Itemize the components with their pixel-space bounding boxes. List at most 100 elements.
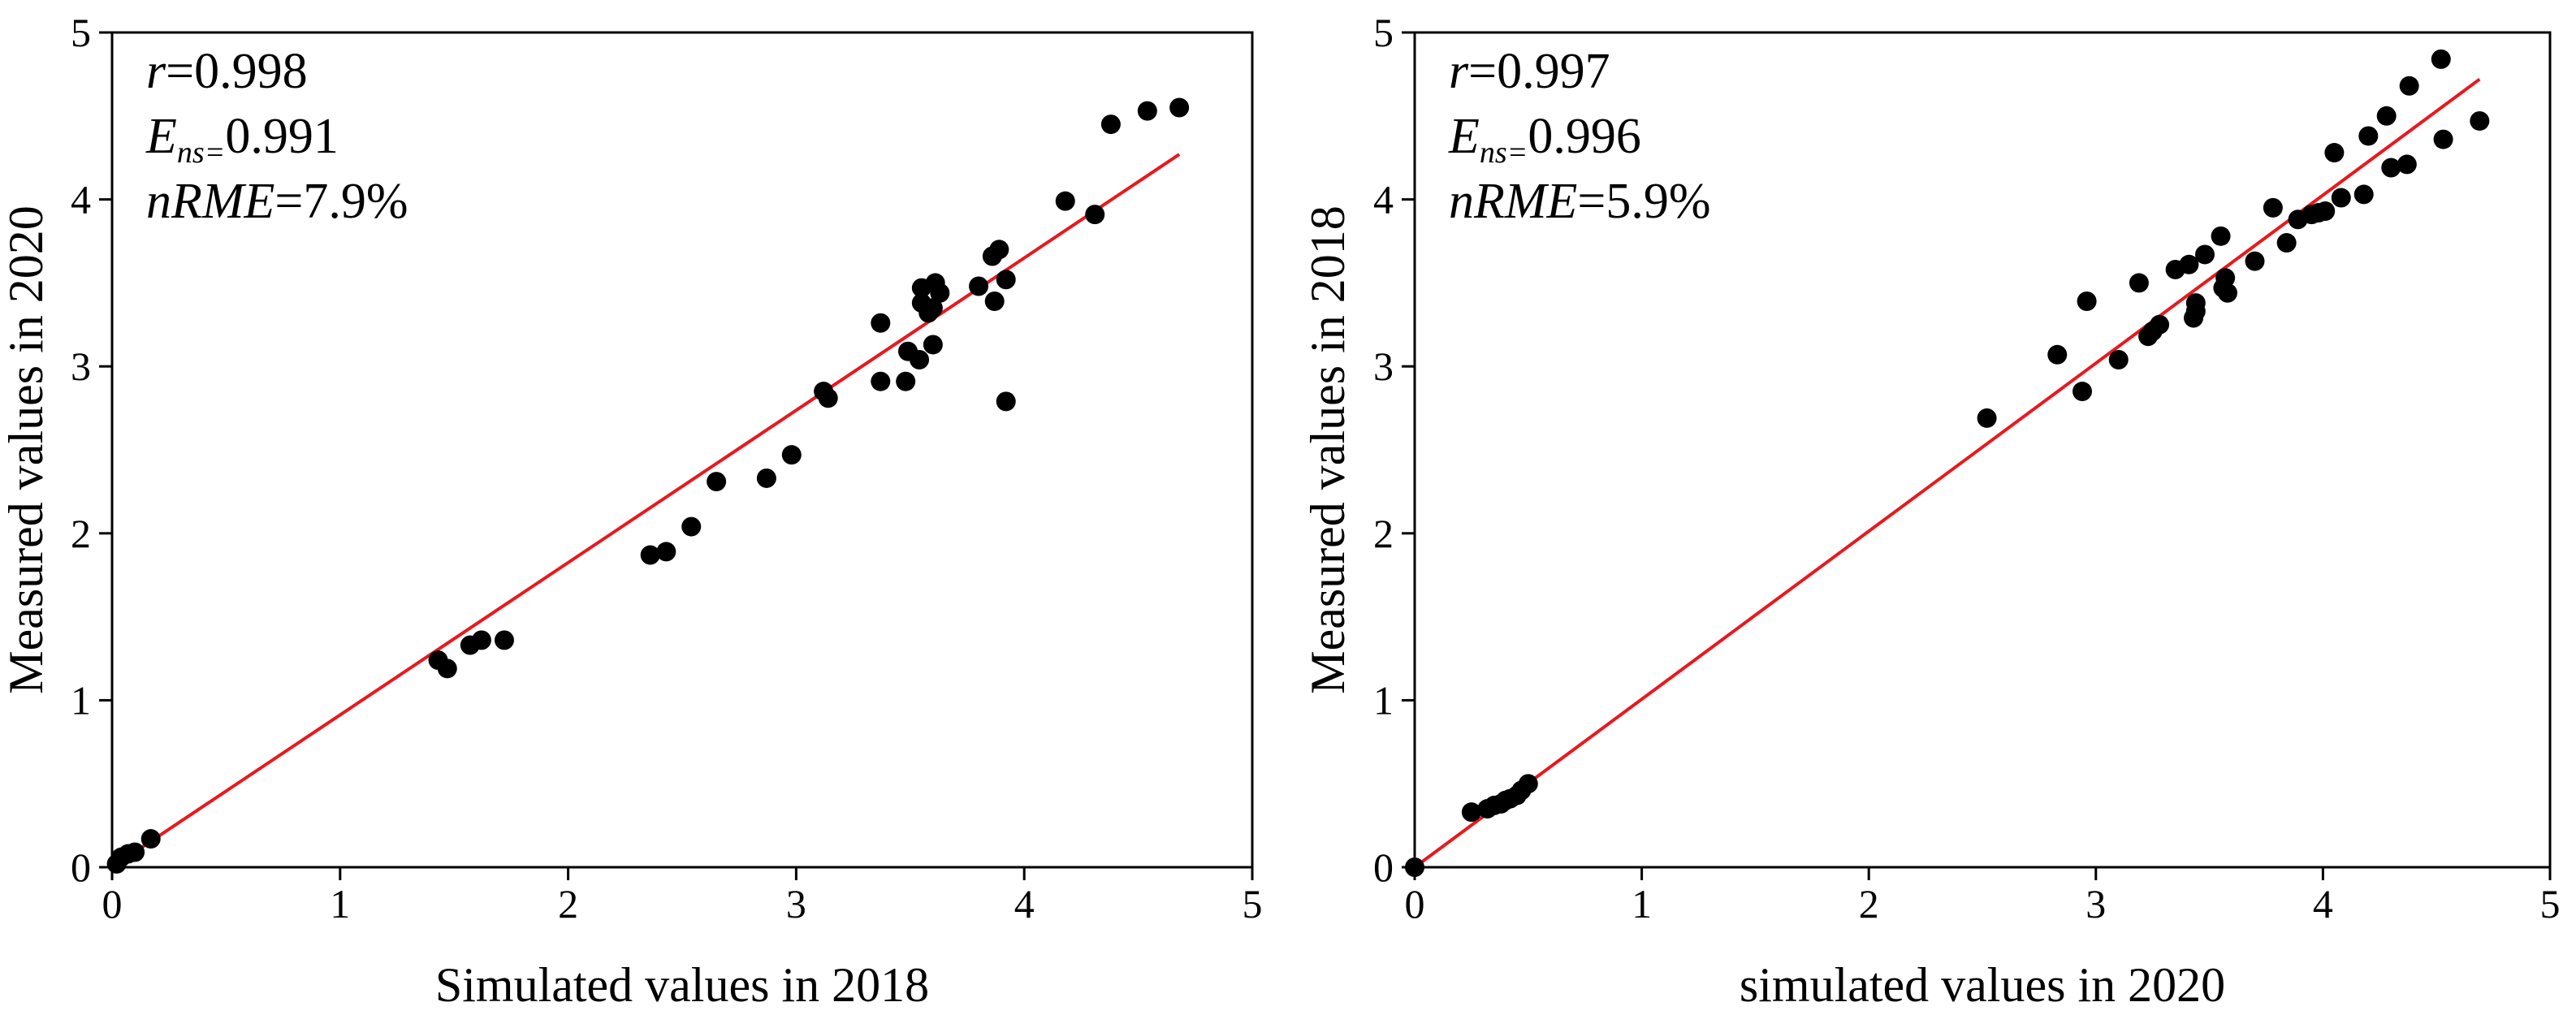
data-point [2433, 129, 2453, 149]
y-tick-label: 0 [1373, 844, 1394, 890]
data-point [989, 240, 1009, 260]
y-tick-label: 4 [1373, 177, 1394, 222]
data-point [2047, 344, 2068, 365]
y-tick-label: 1 [1373, 677, 1394, 723]
x-tick-label: 3 [786, 881, 806, 926]
x-tick-label: 2 [1859, 881, 1879, 926]
data-point [1518, 774, 1538, 794]
data-point [1137, 101, 1157, 121]
data-point [2397, 154, 2417, 175]
stat-nrme-value: =5.9% [1577, 174, 1710, 229]
x-tick-label: 1 [330, 881, 350, 926]
stat-ens-value: 0.991 [225, 109, 339, 164]
plot-frame [110, 31, 1254, 869]
data-point [984, 292, 1005, 312]
x-tick-label: 5 [1243, 881, 1263, 926]
data-point [2263, 197, 2283, 218]
data-point [2211, 226, 2231, 246]
left-scatter-panel: 0 1 2 3 4 5 0 1 2 3 4 5 Simulated values in 2018 Meas… [0, 10, 1263, 1012]
data-point [2245, 251, 2265, 271]
stat-ens-text: Ens=0.991 [145, 109, 339, 170]
y-tick-label: 3 [71, 343, 91, 389]
data-point [471, 630, 491, 650]
stat-nrme-value: =7.9% [274, 174, 408, 229]
data-point [896, 371, 916, 391]
data-point [871, 313, 891, 333]
data-point [2381, 158, 2401, 178]
stat-nrme-text: nRME=7.9% [146, 174, 408, 229]
data-point [1405, 857, 1424, 877]
x-tick-label: 0 [102, 881, 123, 926]
plot-frame [1413, 31, 2552, 869]
data-point [756, 468, 776, 488]
stat-ens-symbol: E [1448, 109, 1480, 164]
data-point [125, 842, 145, 862]
data-point [707, 472, 727, 492]
stat-ens-symbol: E [145, 109, 177, 164]
data-point [996, 270, 1016, 290]
data-point [2470, 110, 2490, 131]
stat-ens-text: Ens=0.996 [1448, 109, 1641, 170]
data-point [2276, 233, 2297, 253]
data-point [1055, 191, 1075, 211]
y-tick-label: 5 [71, 10, 91, 55]
x-tick-label: 5 [2540, 881, 2561, 926]
stat-r-value: =0.997 [1468, 44, 1610, 99]
data-point [996, 391, 1016, 412]
data-point [2358, 126, 2379, 146]
data-point [656, 542, 676, 562]
y-tick-label: 5 [1373, 10, 1394, 55]
data-point [1169, 97, 1190, 118]
data-point [930, 283, 950, 303]
stat-r-symbol: r [1449, 44, 1469, 99]
stat-ens-subscript: ns= [1480, 136, 1528, 170]
data-point [2108, 349, 2129, 369]
stat-nrme-symbol: nRME [146, 174, 274, 229]
data-point [818, 388, 838, 408]
data-point [781, 445, 802, 465]
data-point [2376, 106, 2397, 126]
x-axis-title: simulated values in 2020 [1740, 958, 2225, 1012]
x-tick-label: 0 [1405, 881, 1425, 926]
data-point [2399, 76, 2419, 96]
data-point [1461, 802, 1481, 823]
data-point [910, 349, 930, 369]
data-point [2331, 188, 2351, 208]
data-point [2185, 293, 2206, 313]
stat-ens-value: 0.996 [1528, 109, 1641, 164]
x-axis-title: Simulated values in 2018 [435, 958, 929, 1012]
data-point [2431, 49, 2451, 69]
data-point [2315, 201, 2336, 221]
data-point [1100, 114, 1121, 135]
data-point [2217, 283, 2237, 303]
data-point [2324, 143, 2345, 163]
y-axis-title: Measured values in 2018 [1301, 205, 1355, 694]
y-axis-title: Measured values in 2020 [0, 205, 53, 694]
right-scatter-panel: 0 1 2 3 4 5 0 1 2 3 4 5 simulated values in 2020 Meas… [1301, 10, 2561, 1012]
x-tick-label: 2 [558, 881, 578, 926]
x-tick-label: 3 [2085, 881, 2106, 926]
data-point [2129, 273, 2149, 293]
data-point [2353, 184, 2374, 205]
x-tick-label: 4 [1014, 881, 1035, 926]
data-point [494, 630, 514, 650]
data-point [2077, 292, 2097, 312]
stat-r-text: r=0.998 [146, 44, 308, 99]
stat-nrme-symbol: nRME [1449, 174, 1577, 229]
data-point [969, 276, 989, 296]
y-tick-label: 3 [1373, 343, 1394, 389]
y-tick-label: 0 [71, 844, 91, 890]
data-point [1085, 205, 1105, 225]
y-tick-label: 2 [1373, 511, 1394, 556]
y-tick-label: 4 [71, 177, 91, 222]
stat-nrme-text: nRME=5.9% [1449, 174, 1711, 229]
data-point [2150, 314, 2170, 335]
data-point [1977, 408, 1997, 428]
data-point [923, 298, 943, 318]
data-point [140, 829, 161, 849]
y-tick-label: 1 [71, 677, 91, 723]
data-point [2215, 268, 2236, 288]
x-tick-label: 4 [2313, 881, 2333, 926]
